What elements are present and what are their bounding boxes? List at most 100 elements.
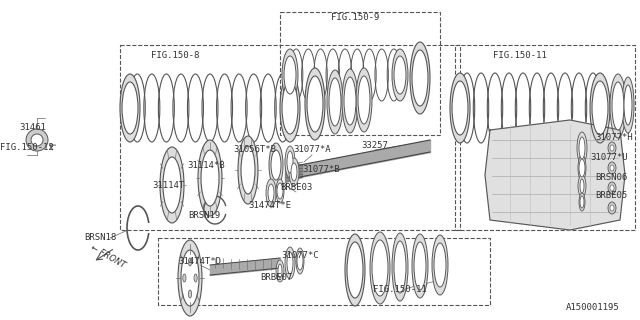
Ellipse shape [268,184,274,202]
Ellipse shape [278,264,282,278]
Ellipse shape [284,56,296,94]
Bar [280,12,440,135]
Ellipse shape [412,234,428,298]
Ellipse shape [277,183,283,199]
Ellipse shape [580,196,584,208]
Text: FIG.150-9: FIG.150-9 [331,13,379,22]
Ellipse shape [394,241,406,293]
Ellipse shape [188,258,191,266]
Ellipse shape [201,150,219,206]
Ellipse shape [181,250,199,306]
Ellipse shape [241,146,255,194]
Text: BRBE05: BRBE05 [595,190,627,199]
Text: 31474T*E: 31474T*E [248,202,291,211]
Ellipse shape [410,42,430,114]
Ellipse shape [282,49,298,101]
Ellipse shape [163,157,181,213]
Ellipse shape [610,74,626,138]
Ellipse shape [345,234,365,306]
Ellipse shape [394,56,406,94]
Ellipse shape [578,155,586,181]
Ellipse shape [291,163,297,181]
Ellipse shape [329,78,341,126]
Ellipse shape [608,142,616,154]
Ellipse shape [307,76,323,132]
Text: 31114*B: 31114*B [187,162,225,171]
Ellipse shape [194,274,197,282]
Ellipse shape [624,85,632,125]
Bar [120,45,460,230]
Ellipse shape [347,242,363,298]
Ellipse shape [296,248,304,274]
Ellipse shape [608,202,616,214]
Ellipse shape [183,274,186,282]
Ellipse shape [610,145,614,151]
Ellipse shape [577,132,587,164]
Ellipse shape [580,179,584,193]
Text: FIG.150-12: FIG.150-12 [0,143,54,153]
Ellipse shape [412,50,428,106]
Ellipse shape [285,146,295,178]
Ellipse shape [358,76,370,124]
Ellipse shape [280,74,300,142]
Ellipse shape [276,260,284,282]
Text: 31474T*D: 31474T*D [179,258,221,267]
Ellipse shape [289,158,299,186]
Ellipse shape [414,242,426,290]
Ellipse shape [392,49,408,101]
Text: 31114T: 31114T [152,180,184,189]
Ellipse shape [342,69,358,133]
Ellipse shape [590,73,610,143]
Text: FIG.150-11: FIG.150-11 [493,51,547,60]
Ellipse shape [610,165,614,171]
Ellipse shape [434,243,446,287]
Ellipse shape [297,252,303,270]
Text: FIG.150-11: FIG.150-11 [373,284,427,293]
Ellipse shape [287,252,293,274]
Text: 33257: 33257 [362,140,388,149]
Ellipse shape [122,82,138,134]
Ellipse shape [592,81,608,135]
Bar [455,45,635,230]
Text: ← FRONT: ← FRONT [89,243,127,269]
Ellipse shape [188,290,191,298]
Ellipse shape [276,179,284,203]
Bar [158,238,490,305]
Ellipse shape [372,240,388,296]
Text: BRSN19: BRSN19 [188,212,220,220]
Text: 31077*B: 31077*B [302,164,340,173]
Circle shape [26,129,48,151]
Text: 31461: 31461 [20,124,47,132]
Ellipse shape [608,162,616,174]
Ellipse shape [579,193,585,211]
Text: FIG.150-8: FIG.150-8 [151,51,199,60]
Ellipse shape [238,136,258,204]
Ellipse shape [432,235,448,295]
Ellipse shape [269,143,283,187]
Ellipse shape [198,140,222,216]
Text: 31056T*B: 31056T*B [234,146,276,155]
Ellipse shape [612,82,624,130]
Ellipse shape [178,240,202,316]
Text: 31077*U: 31077*U [590,154,628,163]
Ellipse shape [610,205,614,211]
Ellipse shape [610,185,614,191]
Ellipse shape [327,70,343,134]
Ellipse shape [266,179,276,207]
Ellipse shape [622,77,634,133]
Ellipse shape [579,137,585,159]
Text: 31077*H: 31077*H [595,133,632,142]
Circle shape [31,134,43,146]
Ellipse shape [370,232,390,304]
Ellipse shape [578,175,586,197]
Ellipse shape [452,81,468,135]
Ellipse shape [160,147,184,223]
Ellipse shape [305,68,325,140]
Text: BRSN06: BRSN06 [595,173,627,182]
Ellipse shape [450,73,470,143]
Text: 31077*A: 31077*A [293,146,331,155]
Ellipse shape [608,182,616,194]
Polygon shape [485,120,625,230]
Ellipse shape [271,150,281,180]
Text: BRBE03: BRBE03 [280,183,312,193]
